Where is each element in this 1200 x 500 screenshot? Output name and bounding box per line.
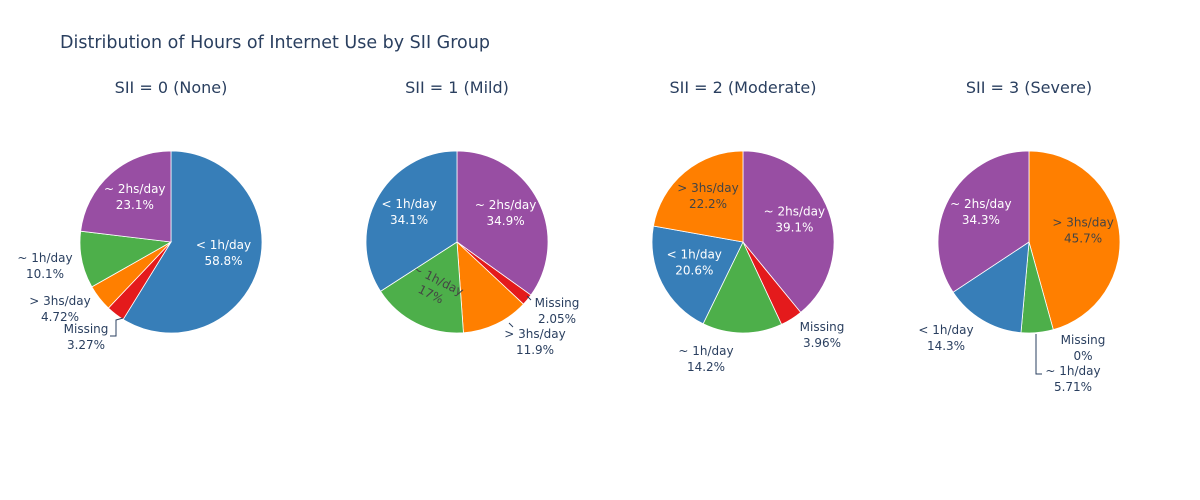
slice-percent-label: 5.71%: [1054, 380, 1092, 394]
slice-percent-label: 14.3%: [927, 339, 965, 353]
pie-2-label-1h-day: ~ 1h/day 14.2%: [678, 344, 733, 374]
pie-3-label-1h-day: ~ 1h/day 5.71%: [1045, 364, 1100, 394]
slice-category-label: > 3hs/day: [29, 294, 90, 308]
pie-1-label-2hs-day: ~ 2hs/day 34.9%: [475, 198, 536, 228]
pie-0-slice-2hs-day: [80, 150, 172, 243]
slice-percent-label: 20.6%: [675, 264, 713, 278]
pie-3-leader-1h-day: [1035, 334, 1042, 375]
pie-1: ~ 2hs/day 34.9% Missing 2.05%> 3hs/day 11.9%…: [365, 150, 580, 357]
slice-category-label: ~ 1h/day: [17, 251, 72, 265]
pie-title-sii-3: SII = 3 (Severe): [965, 78, 1093, 97]
slice-percent-label: 22.2%: [689, 197, 727, 211]
pie-0-label-1h-day: < 1h/day 58.8%: [196, 238, 251, 268]
pie-2-label-missing: Missing 3.96%: [800, 320, 845, 350]
pie-2-label-1h-day: < 1h/day 20.6%: [667, 248, 722, 278]
pie-title-sii-0: SII = 0 (None): [114, 78, 228, 97]
pie-0-label-missing: Missing 3.27%: [64, 322, 109, 352]
slice-category-label: ~ 1h/day: [678, 344, 733, 358]
pie-title-sii-1: SII = 1 (Mild): [405, 78, 509, 97]
slice-category-label: ~ 2hs/day: [104, 182, 165, 196]
pie-1-label-1h-day: < 1h/day 34.1%: [381, 197, 436, 227]
pie-3-label-1h-day: < 1h/day 14.3%: [918, 323, 973, 353]
slice-percent-label: 34.9%: [487, 214, 525, 228]
pie-2: ~ 2hs/day 39.1% Missing 3.96% ~ 1h/day 14.2% <…: [651, 150, 845, 374]
pie-3-label-missing: Missing 0%: [1061, 333, 1106, 363]
slice-category-label: Missing: [64, 322, 109, 336]
pie-0-label-3hs-day: > 3hs/day 4.72%: [29, 294, 90, 324]
slice-percent-label: 34.1%: [390, 213, 428, 227]
slice-category-label: ~ 2hs/day: [950, 197, 1011, 211]
slice-percent-label: 2.05%: [538, 312, 576, 326]
slice-percent-label: 0%: [1073, 349, 1092, 363]
pie-1-leader-3hs-day: [508, 322, 514, 328]
pie-3-slice-1h-day: [952, 241, 1030, 334]
pie-3: > 3hs/day 45.7% Missing 0%~ 1h/day 5.71% < 1h…: [918, 150, 1121, 394]
pie-3-slice-3hs-day: [1028, 150, 1121, 331]
pie-1-label-missing: Missing 2.05%: [535, 296, 580, 326]
slice-category-label: ~ 2hs/day: [475, 198, 536, 212]
slice-percent-label: 3.96%: [803, 336, 841, 350]
pie-title-sii-2: SII = 2 (Moderate): [669, 78, 817, 97]
pie-1-leader-missing: [526, 295, 532, 301]
pie-0-slice-1h-day: [122, 150, 263, 334]
slice-percent-label: 14.2%: [687, 360, 725, 374]
slice-category-label: > 3hs/day: [504, 327, 565, 341]
pie-1-label-3hs-day: > 3hs/day 11.9%: [504, 327, 565, 357]
pie-3-label-2hs-day: ~ 2hs/day 34.3%: [950, 197, 1011, 227]
pie-2-label-3hs-day: > 3hs/day 22.2%: [677, 181, 738, 211]
slice-percent-label: 45.7%: [1064, 232, 1102, 246]
slice-percent-label: 58.8%: [204, 254, 242, 268]
pie-1-slice-1h-day: [365, 150, 458, 292]
pie-0-leader-missing: [110, 317, 124, 337]
pie-0-label-2hs-day: ~ 2hs/day 23.1%: [104, 182, 165, 212]
pie-3-slice-2hs-day: [937, 150, 1030, 293]
pie-2-slice-2hs-day: [742, 150, 835, 313]
slice-category-label: < 1h/day: [196, 238, 251, 252]
slice-category-label: Missing: [535, 296, 580, 310]
pie-2-label-2hs-day: ~ 2hs/day 39.1%: [764, 205, 825, 235]
slice-category-label: < 1h/day: [918, 323, 973, 337]
chart-title: Distribution of Hours of Internet Use by…: [60, 33, 490, 53]
slice-percent-label: 11.9%: [516, 343, 554, 357]
pie-0: < 1h/day 58.8% Missing 3.27% > 3hs/day 4.72% ~…: [17, 150, 263, 352]
slice-percent-label: 4.72%: [41, 310, 79, 324]
slice-percent-label: 23.1%: [116, 198, 154, 212]
slice-category-label: ~ 2hs/day: [764, 205, 825, 219]
pie-1-slice-2hs-day: [456, 150, 549, 296]
pie-0-label-1h-day: ~ 1h/day 10.1%: [17, 251, 72, 281]
slice-category-label: > 3hs/day: [1052, 216, 1113, 230]
pie-2-slice-1h-day: [702, 241, 783, 334]
slice-percent-label: 3.27%: [67, 338, 105, 352]
slice-category-label: > 3hs/day: [677, 181, 738, 195]
slice-percent-label: 34.3%: [962, 213, 1000, 227]
slice-category-label: Missing: [1061, 333, 1106, 347]
slice-category-label: < 1h/day: [381, 197, 436, 211]
slice-percent-label: 39.1%: [775, 221, 813, 235]
pie-3-label-3hs-day: > 3hs/day 45.7%: [1052, 216, 1113, 246]
slice-category-label: Missing: [800, 320, 845, 334]
slice-category-label: < 1h/day: [667, 248, 722, 262]
pie-2-slice-3hs-day: [652, 150, 744, 243]
pie-1-slice-3hs-day: [456, 241, 525, 334]
pie-1-slice-1h-day: [379, 241, 464, 334]
slice-category-label: ~ 1h/day: [1045, 364, 1100, 378]
pie-2-slice-1h-day: [651, 225, 744, 325]
slice-percent-label: 10.1%: [26, 267, 64, 281]
